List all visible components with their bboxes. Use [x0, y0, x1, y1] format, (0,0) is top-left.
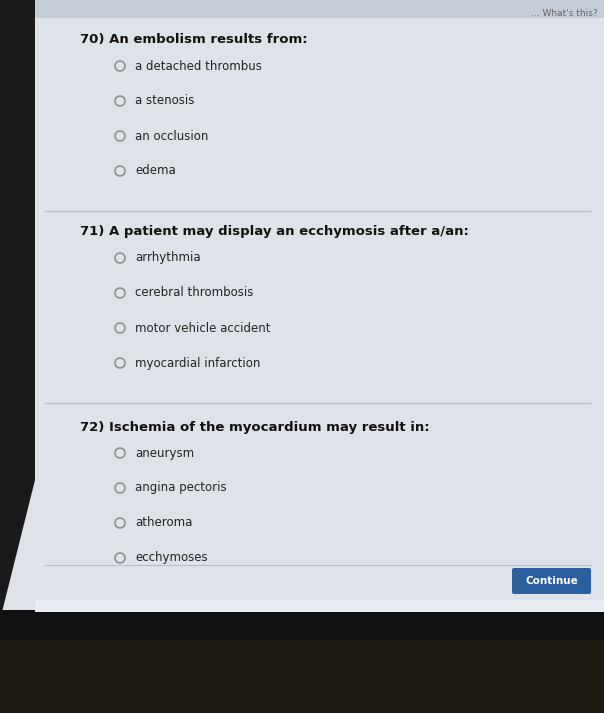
Text: angina pectoris: angina pectoris	[135, 481, 226, 495]
Text: a stenosis: a stenosis	[135, 95, 194, 108]
Text: an occlusion: an occlusion	[135, 130, 208, 143]
Bar	[35, 18, 604, 600]
Text: cerebral thrombosis: cerebral thrombosis	[135, 287, 253, 299]
Text: ecchymoses: ecchymoses	[135, 551, 208, 565]
Text: edema: edema	[135, 165, 176, 178]
Bar	[35, 0, 604, 18]
Text: ... What's this?: ... What's this?	[532, 9, 598, 19]
Text: a detached thrombus: a detached thrombus	[135, 59, 262, 73]
Text: motor vehicle accident: motor vehicle accident	[135, 322, 271, 334]
Bar	[0, 640, 604, 713]
Polygon shape	[0, 0, 35, 620]
FancyBboxPatch shape	[512, 568, 591, 594]
Bar	[0, 610, 604, 713]
Text: aneurysm: aneurysm	[135, 446, 194, 459]
Text: myocardial infarction: myocardial infarction	[135, 356, 260, 369]
Text: Continue: Continue	[525, 576, 578, 586]
Bar	[35, 600, 604, 612]
Bar	[0, 0, 604, 620]
Text: 71) A patient may display an ecchymosis after a/an:: 71) A patient may display an ecchymosis …	[80, 225, 469, 239]
Text: 70) An embolism results from:: 70) An embolism results from:	[80, 34, 307, 46]
Text: atheroma: atheroma	[135, 516, 193, 530]
Text: arrhythmia: arrhythmia	[135, 252, 201, 265]
Text: 72) Ischemia of the myocardium may result in:: 72) Ischemia of the myocardium may resul…	[80, 421, 429, 434]
